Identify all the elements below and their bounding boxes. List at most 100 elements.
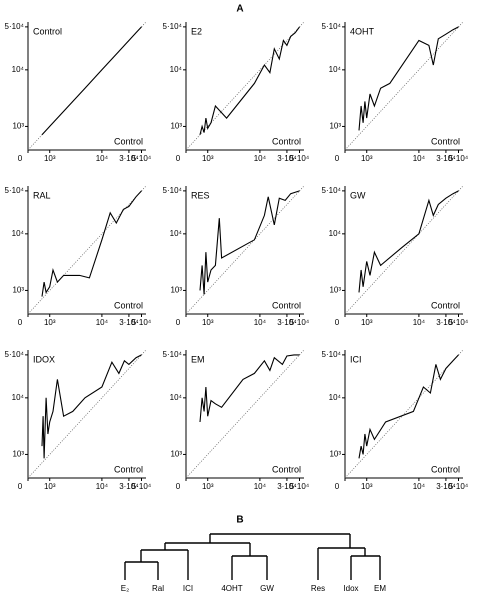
x-tick-label: 10⁴ <box>413 482 426 491</box>
panel-title: EM <box>191 354 205 364</box>
x-tick-label: 10⁴ <box>413 154 426 163</box>
reference-diagonal <box>27 349 147 479</box>
y-tick-label: 10⁴ <box>12 229 25 238</box>
x-tick-label: 10³ <box>44 482 56 491</box>
panel-title: Control <box>33 26 62 36</box>
x-tick-label: 3·10⁴ <box>277 482 297 491</box>
y-tick-label: 5·10⁴ <box>163 350 183 359</box>
x-tick-label: 0 <box>18 154 23 163</box>
x-tick-label: 5·10⁴ <box>132 154 152 163</box>
reference-diagonal <box>185 21 305 151</box>
x-tick-label: 3·10⁴ <box>119 482 139 491</box>
panel-label: B <box>236 515 243 526</box>
y-tick-label: 10³ <box>170 122 182 131</box>
leaf-label: ICI <box>183 584 193 593</box>
data-line <box>358 26 459 131</box>
y-tick-label: 10³ <box>170 450 182 459</box>
panel-title: ICI <box>350 354 362 364</box>
x-tick-label: 10⁴ <box>413 318 426 327</box>
panel-title: GW <box>350 190 366 200</box>
x-axis-label: Control <box>114 136 143 146</box>
reference-diagonal <box>185 185 305 315</box>
x-tick-label: 0 <box>18 318 23 327</box>
x-axis-label: Control <box>431 300 460 310</box>
x-axis-label: Control <box>272 464 301 474</box>
leaf-label: E₂ <box>121 584 129 593</box>
data-line <box>358 354 459 459</box>
x-tick-label: 0 <box>335 154 340 163</box>
leaf-label: EM <box>374 584 386 593</box>
y-tick-label: 10⁴ <box>12 65 25 74</box>
x-tick-label: 3·10⁴ <box>436 318 456 327</box>
y-tick-label: 5·10⁴ <box>5 186 25 195</box>
reference-diagonal <box>344 349 464 479</box>
x-tick-label: 0 <box>176 482 181 491</box>
x-tick-label: 3·10⁴ <box>119 318 139 327</box>
y-tick-label: 5·10⁴ <box>322 350 342 359</box>
y-tick-label: 5·10⁴ <box>163 22 183 31</box>
x-tick-label: 10⁴ <box>96 318 109 327</box>
reference-diagonal <box>27 185 147 315</box>
data-line <box>199 26 300 135</box>
y-tick-label: 5·10⁴ <box>322 22 342 31</box>
x-tick-label: 0 <box>176 318 181 327</box>
y-tick-label: 10⁴ <box>12 393 25 402</box>
x-tick-label: 10³ <box>361 318 373 327</box>
x-axis-label: Control <box>272 136 301 146</box>
y-tick-label: 10³ <box>329 450 341 459</box>
x-tick-label: 5·10⁴ <box>132 318 152 327</box>
data-line <box>41 354 142 459</box>
x-tick-label: 0 <box>335 482 340 491</box>
x-tick-label: 10³ <box>44 154 56 163</box>
x-axis-label: Control <box>272 300 301 310</box>
x-tick-label: 10⁴ <box>96 154 109 163</box>
leaf-label: GW <box>260 584 274 593</box>
x-tick-label: 10³ <box>202 318 214 327</box>
dendrogram <box>124 533 381 580</box>
y-tick-label: 10³ <box>12 122 24 131</box>
panel-title: E2 <box>191 26 202 36</box>
reference-diagonal <box>344 21 464 151</box>
x-axis-label: Control <box>114 300 143 310</box>
y-tick-label: 10³ <box>329 122 341 131</box>
x-tick-label: 3·10⁴ <box>436 482 456 491</box>
data-line <box>199 354 300 423</box>
x-axis-label: Control <box>431 136 460 146</box>
y-tick-label: 10⁴ <box>170 229 183 238</box>
x-tick-label: 10³ <box>202 482 214 491</box>
panel-label: A <box>236 4 243 15</box>
x-tick-label: 10³ <box>44 318 56 327</box>
x-tick-label: 5·10⁴ <box>449 482 469 491</box>
x-tick-label: 10⁴ <box>254 154 267 163</box>
x-tick-label: 0 <box>18 482 23 491</box>
x-tick-label: 0 <box>335 318 340 327</box>
x-axis-label: Control <box>114 464 143 474</box>
x-tick-label: 10³ <box>202 154 214 163</box>
x-tick-label: 5·10⁴ <box>132 482 152 491</box>
y-tick-label: 10³ <box>12 286 24 295</box>
x-tick-label: 10⁴ <box>96 482 109 491</box>
leaf-label: Res <box>311 584 325 593</box>
y-tick-label: 10⁴ <box>170 393 183 402</box>
y-tick-label: 5·10⁴ <box>163 186 183 195</box>
x-tick-label: 10³ <box>361 154 373 163</box>
x-tick-label: 0 <box>176 154 181 163</box>
y-tick-label: 5·10⁴ <box>322 186 342 195</box>
data-line <box>199 190 300 295</box>
y-tick-label: 5·10⁴ <box>5 350 25 359</box>
x-axis-label: Control <box>431 464 460 474</box>
x-tick-label: 3·10⁴ <box>436 154 456 163</box>
x-tick-label: 3·10⁴ <box>119 154 139 163</box>
data-line <box>358 190 459 293</box>
y-tick-label: 10³ <box>170 286 182 295</box>
reference-diagonal <box>344 185 464 315</box>
x-tick-label: 5·10⁴ <box>449 318 469 327</box>
